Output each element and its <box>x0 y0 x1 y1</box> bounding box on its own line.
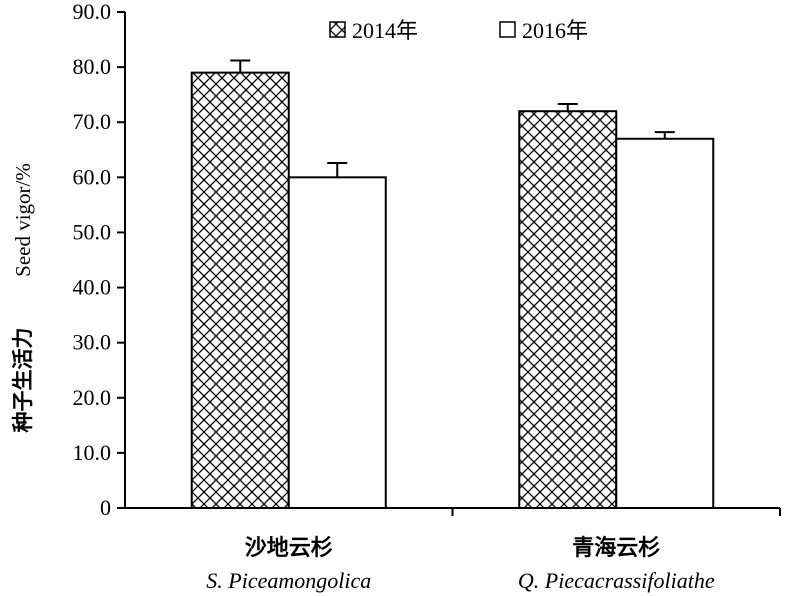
legend: 2014年 2016年 <box>329 18 588 43</box>
y-tick-label: 0 <box>100 495 111 520</box>
bar-2014年-1 <box>518 110 618 509</box>
y-tick-label: 30.0 <box>73 330 112 355</box>
legend-label: 2016年 <box>522 18 588 43</box>
legend-label: 2014年 <box>352 18 418 43</box>
y-tick-label: 20.0 <box>73 385 112 410</box>
y-tick-label: 40.0 <box>73 275 112 300</box>
y-axis-label: 种子生活力 Seed vigor/% <box>11 163 35 433</box>
category-label-en: S. Piceamongolica <box>206 568 371 593</box>
y-tick-label: 50.0 <box>73 219 112 244</box>
bar-2014年-0 <box>190 71 290 509</box>
y-tick-label: 60.0 <box>73 164 112 189</box>
axes: 0 10.0 20.0 30.0 40.0 50.0 60.0 70.0 80.0 90.0 <box>73 0 781 520</box>
y-tick-label: 10.0 <box>73 440 112 465</box>
y-axis-label-en: Seed vigor/% <box>11 163 35 277</box>
bar-2016年-1 <box>615 137 715 509</box>
category-label-cn: 青海云杉 <box>572 535 660 561</box>
legend-swatch <box>499 21 516 38</box>
y-tick-label: 80.0 <box>73 54 112 79</box>
y-axis-label-cn: 种子生活力 <box>11 328 35 434</box>
y-tick-label: 90.0 <box>73 0 112 24</box>
y-tick-label: 70.0 <box>73 109 112 134</box>
category-labels: 沙地云杉 S. Piceamongolica 青海云杉 Q. Piecacrassif… <box>206 535 715 593</box>
legend-swatch <box>329 21 346 38</box>
bar-2016年-0 <box>287 176 387 509</box>
category-label-cn: 沙地云杉 <box>245 535 333 561</box>
category-label-en: Q. Piecacrassifoliathe <box>518 568 715 593</box>
bars <box>190 59 715 509</box>
